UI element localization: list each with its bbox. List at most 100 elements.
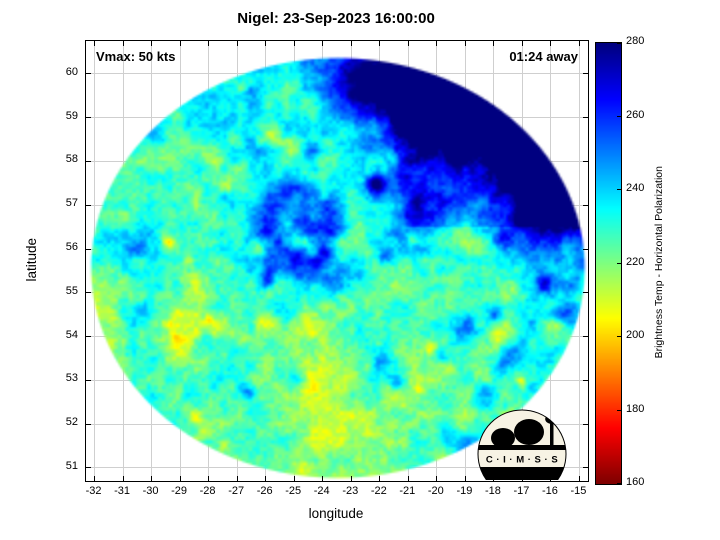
x-axis-tick: [436, 476, 438, 481]
x-tick-label: -16: [541, 485, 558, 497]
x-axis-tick: [151, 476, 153, 481]
logo-radome-center-icon: [514, 419, 544, 445]
x-axis-tick-top: [464, 41, 466, 46]
x-axis-tick-top: [179, 41, 181, 46]
y-axis-tick: [86, 117, 91, 119]
x-axis-tick-top: [94, 41, 96, 46]
x-axis-tick-top: [208, 41, 210, 46]
y-axis-tick: [86, 160, 91, 162]
colorbar-tick-label: 240: [626, 182, 645, 194]
x-axis-tick: [464, 476, 466, 481]
x-tick-label: -27: [228, 485, 245, 497]
x-axis-tick: [265, 476, 267, 481]
x-axis-tick-top: [122, 41, 124, 46]
y-axis-tick: [86, 248, 91, 250]
y-axis-tick-right: [583, 336, 588, 337]
colorbar-tick: [617, 189, 621, 190]
x-tick-label: -24: [313, 485, 330, 497]
y-axis-tick: [86, 467, 91, 469]
y-tick-label: 51: [65, 459, 78, 472]
y-tick-label: 55: [65, 284, 78, 297]
y-axis-tick-right: [583, 379, 588, 381]
cimss-logo: C · I · M · S · S: [477, 409, 567, 480]
x-axis-tick: [208, 476, 210, 481]
logo-ground: [478, 445, 566, 450]
y-axis-tick: [86, 336, 91, 337]
y-tick-label: 54: [65, 328, 78, 341]
eta-annotation: 01:24 away: [509, 49, 578, 64]
x-axis-tick: [179, 476, 181, 481]
colorbar-tick: [617, 409, 621, 411]
colorbar-tick-label: 260: [626, 108, 645, 121]
y-axis-tick-right: [583, 248, 588, 250]
x-axis-tick-top: [350, 41, 352, 46]
colorbar-tick: [617, 43, 621, 44]
x-axis-tick-top: [151, 41, 153, 46]
x-tick-label: -32: [85, 485, 102, 497]
x-tick-label: -29: [171, 485, 188, 497]
y-tick-label: 53: [65, 372, 78, 385]
y-axis-tick: [86, 379, 91, 381]
y-axis-label: latitude: [20, 40, 42, 480]
colorbar-tick-label: 280: [626, 35, 645, 47]
x-tick-label: -31: [114, 485, 131, 497]
colorbar: [595, 42, 622, 485]
y-tick-label: 58: [65, 153, 78, 166]
y-axis-tick-right: [583, 160, 588, 162]
y-tick-label: 60: [65, 65, 78, 78]
y-axis-tick: [86, 423, 91, 425]
plot-area: Vmax: 50 kts 01:24 away C · I · M · S · …: [85, 40, 589, 482]
x-axis-tick: [236, 476, 238, 481]
y-axis-label-text: latitude: [23, 238, 39, 282]
y-axis-tick-right: [583, 117, 588, 119]
x-axis-tick-top: [236, 41, 238, 46]
y-tick-label: 56: [65, 241, 78, 253]
y-axis-tick-right: [583, 73, 588, 75]
x-tick-label: -18: [484, 485, 501, 497]
logo-tower-top: [545, 414, 559, 424]
colorbar-canvas: [596, 43, 621, 484]
x-tick-label: -23: [342, 485, 359, 497]
logo-bottom-chord: [480, 467, 564, 480]
colorbar-tick: [617, 336, 621, 337]
x-tick-label: -20: [427, 485, 444, 497]
x-tick-label: -30: [142, 485, 159, 497]
swath-heatmap-canvas: [86, 41, 588, 481]
x-axis-tick: [322, 476, 324, 481]
colorbar-tick: [617, 115, 621, 117]
y-tick-label: 59: [65, 109, 78, 122]
x-tick-label: -22: [370, 485, 387, 497]
colorbar-tick-label: 180: [626, 402, 645, 415]
y-axis-tick-right: [583, 423, 588, 425]
x-axis-tick-top: [379, 41, 381, 46]
y-axis-tick: [86, 73, 91, 75]
x-tick-label: -25: [285, 485, 302, 497]
vmax-annotation: Vmax: 50 kts: [96, 49, 176, 64]
y-axis-tick-right: [583, 292, 588, 294]
x-axis-tick-top: [293, 41, 295, 46]
x-axis-tick-top: [265, 41, 267, 46]
x-tick-label: -17: [513, 485, 530, 497]
x-axis-label: longitude: [308, 506, 364, 521]
x-tick-label: -21: [399, 485, 416, 497]
x-axis-tick-top: [407, 41, 409, 46]
x-tick-label: -26: [256, 485, 273, 497]
x-axis-tick: [407, 476, 409, 481]
x-tick-label: -19: [456, 485, 473, 497]
y-tick-label: 52: [65, 416, 78, 429]
y-axis-tick: [86, 292, 91, 294]
logo-tower-pole: [550, 421, 554, 447]
colorbar-tick-label: 200: [626, 329, 645, 341]
colorbar-tick: [617, 262, 621, 264]
y-axis-tick-right: [583, 467, 588, 469]
colorbar-tick: [617, 483, 621, 484]
colorbar-tick-label: 160: [626, 476, 645, 488]
x-tick-label: -15: [570, 485, 587, 497]
x-axis-tick: [578, 476, 580, 481]
x-axis-tick-top: [550, 41, 552, 46]
x-axis-tick-top: [322, 41, 324, 46]
x-axis-tick-top: [578, 41, 580, 46]
y-axis-tick: [86, 204, 91, 206]
x-axis-tick: [293, 476, 295, 481]
